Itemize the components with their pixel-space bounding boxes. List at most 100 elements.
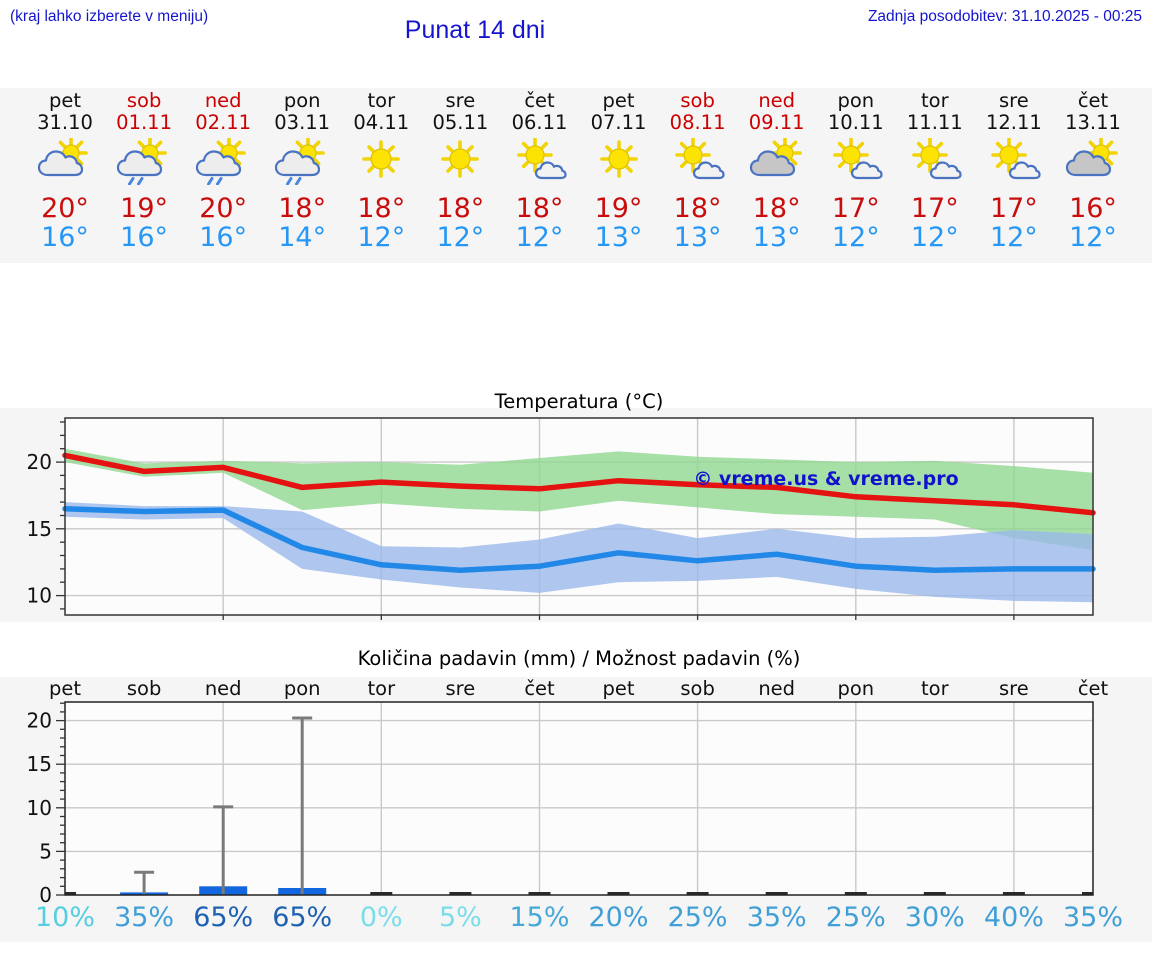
high-temp-value: 16° [1069,193,1117,224]
precip-probability-value: 65% [272,902,332,933]
precip-probability-value: 65% [193,902,253,933]
page-title: Punat 14 dni [404,16,546,44]
zero-precip-mark [607,892,630,895]
day-date: 06.11 [511,111,568,134]
precip-probability-value: 20% [588,902,648,933]
temperature-chart: 10 15 20 Temperatura (°C) © vreme.us & vreme… [0,385,1152,635]
day-date: 01.11 [116,111,172,134]
day-name: pon [283,89,321,112]
temp-y-tick-label: 10 [27,584,52,608]
day-name: pet [48,89,82,112]
high-temp-value: 19° [594,193,643,224]
precip-day-label: pon [837,677,874,700]
zero-precip-mark [449,892,472,895]
zero-precip-mark [528,892,551,895]
min-temperature-line [62,506,1096,573]
high-temp-value: 18° [436,193,485,224]
high-temp-value: 19° [120,193,169,224]
low-temp-value: 14° [278,222,327,253]
high-temp-value: 20° [41,193,89,224]
zero-precip-mark [1082,892,1093,895]
sun-gray-cloud-icon [1065,138,1118,177]
zero-precip-mark [765,892,788,895]
precip-probability-value: 35% [747,902,807,933]
zero-precip-mark [370,892,393,895]
day-date: 11.11 [906,111,963,134]
day-name: čet [524,89,555,112]
precip-day-label: ned [758,677,795,700]
low-temp-value: 12° [831,222,880,253]
high-temp-value: 17° [989,193,1038,224]
precip-day-label: pet [49,677,81,700]
day-column: sre 12.11 17° 12° [974,88,1053,253]
precip-probability-value: 35% [1063,902,1123,933]
low-temp-value: 16° [120,222,169,253]
precip-day-label: tor [921,677,950,700]
precip-probability-value: 0% [360,902,403,933]
sun-cloud-rain-icon [116,138,167,185]
low-temp-value: 12° [1069,222,1117,253]
day-column: ned 09.11 18° 13° [737,88,816,253]
day-column: tor 04.11 18° 12° [342,88,421,253]
day-date: 13.11 [1065,111,1121,134]
high-temp-value: 17° [831,193,880,224]
temp-y-tick-label: 15 [27,517,52,541]
day-name: ned [758,89,796,112]
menu-hint: (kraj lahko izberete v meniju) [10,8,209,25]
sun-icon [362,140,401,178]
temperature-chart-title: Temperatura (°C) [494,390,664,413]
last-update-label: Zadnja posodobitev: 31.10.2025 - 00:25 [867,8,1142,25]
sun-icon [441,140,480,178]
day-date: 10.11 [827,111,884,134]
sun-cloud-icon [37,138,88,177]
day-column: tor 11.11 17° 12° [895,88,974,253]
day-date: 31.10 [37,111,93,134]
sun-cloud-rain-icon [196,138,246,185]
zero-precip-mark [686,892,709,895]
sun-cloud-rain-icon [275,138,325,185]
day-name: sre [445,89,476,112]
zero-precip-mark [844,892,867,895]
temp-y-tick-label: 20 [27,450,52,474]
high-temp-value: 20° [199,193,248,224]
zero-precip-mark [65,892,76,895]
precipitation-chart: pet sob ned pon tor sre čet pet sob ned pon tor sre č… [0,645,1152,945]
day-date: 08.11 [669,111,726,134]
low-temp-value: 12° [515,222,564,253]
day-name: pon [837,89,875,112]
max-temperature-range-band [65,448,1093,551]
day-column: čet 13.11 16° 12° [1054,88,1133,253]
day-name: sob [126,89,162,112]
day-date: 12.11 [985,111,1042,134]
precip-probability-value: 40% [984,902,1044,933]
zero-precip-mark [923,892,946,895]
low-temp-value: 12° [989,222,1038,253]
day-column: sre 05.11 18° 12° [421,88,500,253]
precip-day-label: sre [446,677,476,700]
precip-day-label: tor [368,677,397,700]
high-temp-value: 18° [515,193,564,224]
precip-y-tick-label: 0 [39,883,52,907]
sun-small-cloud-icon [516,138,567,180]
precip-probability-value: 25% [826,902,886,933]
day-date: 03.11 [274,111,331,134]
watermark: © vreme.us & vreme.pro [693,468,958,490]
precip-y-tick-label: 15 [27,752,52,776]
precip-y-tick-label: 5 [39,839,52,863]
day-column: čet 06.11 18° 12° [500,88,579,253]
day-name: sre [999,89,1029,112]
high-temp-value: 17° [910,193,959,224]
precip-day-label: pon [284,677,321,700]
day-date: 05.11 [432,111,489,134]
day-column: sob 01.11 19° 16° [105,88,184,253]
precip-day-label: čet [1078,677,1109,700]
high-temp-value: 18° [752,193,801,224]
day-column: ned 02.11 20° 16° [184,88,263,253]
day-name: čet [1077,89,1109,112]
precip-probability-value: 30% [905,902,965,933]
precip-day-label: sob [680,677,714,700]
high-temp-value: 18° [357,193,406,224]
day-column: pet 31.10 20° 16° [26,88,105,253]
precip-probability-value: 15% [509,902,569,933]
high-temp-value: 18° [673,193,722,224]
